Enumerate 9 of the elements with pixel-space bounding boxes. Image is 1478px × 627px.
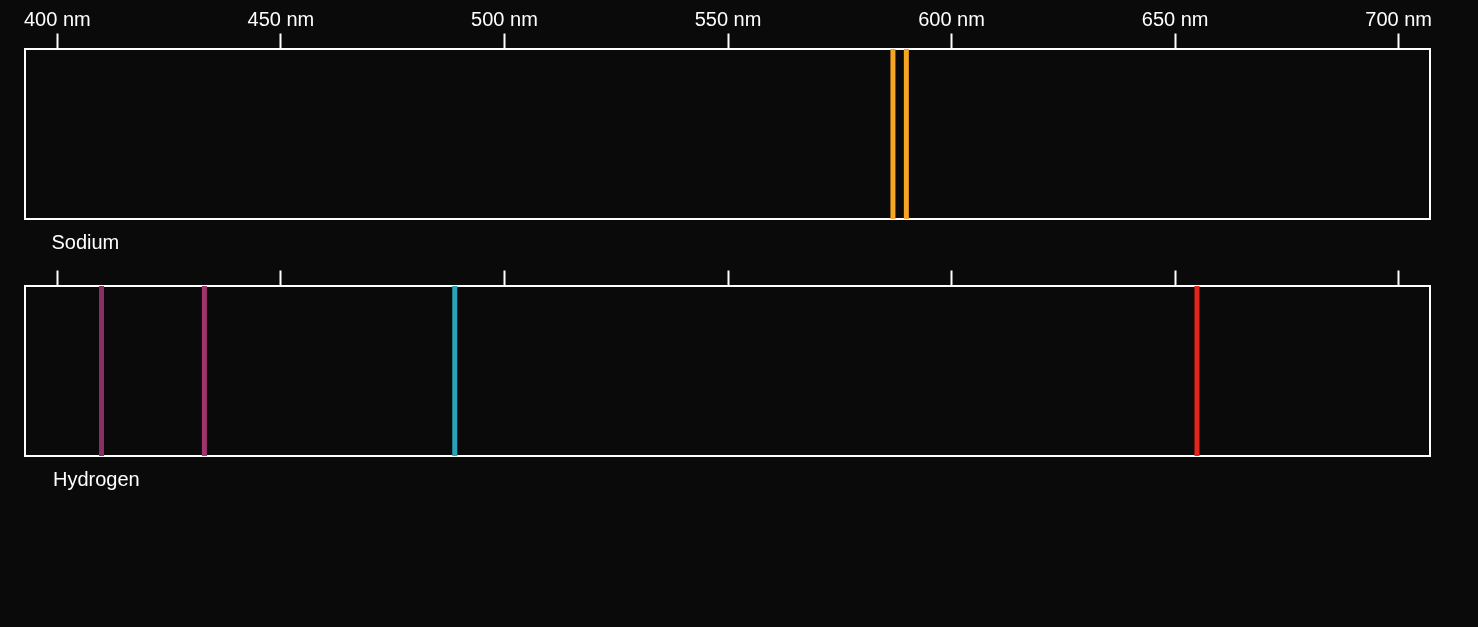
x-tick-label: 500 nm (471, 7, 538, 30)
x-tick-label: 600 nm (918, 7, 985, 30)
text: Sodium (51, 231, 120, 253)
text: Hydrogen (53, 468, 140, 490)
x-tick-label: 450 nm (247, 7, 315, 30)
x-tick-label: 650 nm (1141, 7, 1209, 30)
x-tick-label: 700 nm (1365, 7, 1433, 30)
x-tick-label: 550 nm (694, 7, 762, 30)
x-tick-label: 400 nm (23, 7, 91, 30)
